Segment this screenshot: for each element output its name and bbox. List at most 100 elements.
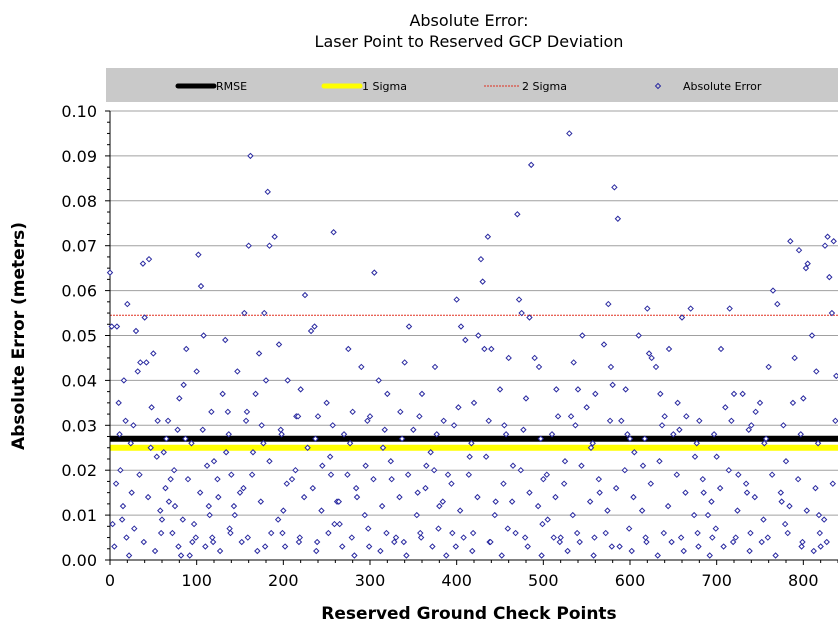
data-point: [693, 454, 698, 459]
data-point: [761, 517, 766, 522]
data-point: [540, 522, 545, 527]
data-point: [732, 391, 737, 396]
data-point: [688, 306, 693, 311]
data-point: [244, 418, 249, 423]
data-point: [340, 544, 345, 549]
data-point: [614, 486, 619, 491]
data-point: [276, 517, 281, 522]
data-point: [675, 400, 680, 405]
data-point: [324, 400, 329, 405]
data-point: [830, 481, 835, 486]
data-point: [695, 531, 700, 536]
data-point: [433, 364, 438, 369]
data-point: [293, 468, 298, 473]
data-point: [608, 418, 613, 423]
data-point: [414, 513, 419, 518]
data-point: [196, 252, 201, 257]
data-point: [697, 418, 702, 423]
data-point: [475, 495, 480, 500]
data-point: [567, 131, 572, 136]
data-point: [124, 535, 129, 540]
data-point: [248, 153, 253, 158]
data-point: [278, 427, 283, 432]
data-point: [159, 531, 164, 536]
data-point: [114, 324, 119, 329]
data-point: [557, 540, 562, 545]
data-point: [515, 212, 520, 217]
data-point: [218, 549, 223, 554]
data-point: [536, 504, 541, 509]
data-point: [173, 504, 178, 509]
data-point: [326, 531, 331, 536]
data-point: [151, 351, 156, 356]
data-point: [406, 472, 411, 477]
data-point: [330, 423, 335, 428]
data-point: [255, 549, 260, 554]
data-point: [799, 544, 804, 549]
data-point: [790, 400, 795, 405]
data-point: [505, 526, 510, 531]
data-point: [800, 540, 805, 545]
data-point: [132, 526, 137, 531]
data-point: [440, 499, 445, 504]
data-point: [831, 239, 836, 244]
data-point: [432, 468, 437, 473]
data-point: [649, 355, 654, 360]
y-tick-label: 0.01: [61, 506, 97, 525]
data-point: [551, 535, 556, 540]
data-point: [134, 329, 139, 334]
data-point: [498, 387, 503, 392]
data-point: [371, 477, 376, 482]
data-point: [501, 481, 506, 486]
data-point: [575, 531, 580, 536]
data-point: [701, 490, 706, 495]
data-point: [452, 423, 457, 428]
data-point: [608, 364, 613, 369]
data-point: [766, 364, 771, 369]
data-point: [314, 549, 319, 554]
data-point: [316, 414, 321, 419]
data-point: [827, 275, 832, 280]
data-point: [532, 355, 537, 360]
data-point: [200, 427, 205, 432]
data-point: [389, 477, 394, 482]
x-tick-label: 400: [441, 571, 472, 590]
x-tick-label: 800: [788, 571, 819, 590]
data-point: [662, 414, 667, 419]
data-point: [461, 535, 466, 540]
data-point: [244, 409, 249, 414]
data-point: [283, 544, 288, 549]
data-point: [186, 477, 191, 482]
y-tick-label: 0.08: [61, 192, 97, 211]
data-point: [198, 490, 203, 495]
data-point: [263, 544, 268, 549]
data-point: [203, 544, 208, 549]
data-point: [752, 495, 757, 500]
data-point: [332, 522, 337, 527]
data-point: [267, 243, 272, 248]
data-point: [259, 423, 264, 428]
data-point: [211, 540, 216, 545]
data-point: [576, 387, 581, 392]
x-tick-label: 200: [268, 571, 299, 590]
data-point: [733, 535, 738, 540]
data-point: [472, 400, 477, 405]
data-point: [264, 378, 269, 383]
y-tick-label: 0.03: [61, 416, 97, 435]
data-point: [216, 495, 221, 500]
data-point: [814, 369, 819, 374]
data-point: [758, 400, 763, 405]
data-point: [365, 418, 370, 423]
data-point: [272, 234, 277, 239]
data-point: [166, 499, 171, 504]
data-point: [179, 553, 184, 558]
data-point: [783, 522, 788, 527]
data-point: [674, 472, 679, 477]
data-point: [606, 302, 611, 307]
data-point: [120, 517, 125, 522]
data-point: [797, 248, 802, 253]
data-point: [257, 351, 262, 356]
data-point: [437, 504, 442, 509]
data-point: [229, 472, 234, 477]
